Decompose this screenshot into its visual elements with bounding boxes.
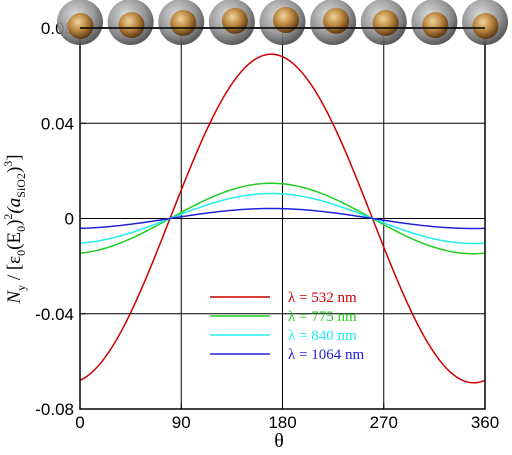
series-line-2 <box>79 182 486 255</box>
legend-label: λ = 775 nm <box>288 309 357 325</box>
series-layer <box>79 53 486 384</box>
series-line-3 <box>79 192 486 245</box>
nanoparticle-icon <box>57 0 103 45</box>
y-tick-label: 0 <box>65 210 74 229</box>
nanoparticle-icons <box>57 0 508 45</box>
x-tick-label: 90 <box>172 413 191 432</box>
y-tick-label: 0.04 <box>41 114 74 133</box>
legend: λ = 532 nm λ = 775 nm λ = 840 nm λ = 1064 n… <box>210 290 364 363</box>
grid-lines <box>80 28 485 409</box>
nanoparticle-icon <box>208 0 255 45</box>
y-tick-label: -0.08 <box>35 400 74 419</box>
y-tick-label: -0.04 <box>35 305 74 324</box>
x-axis-title: θ <box>274 430 284 452</box>
nanoparticle-icon <box>310 0 357 45</box>
nanoparticle-icon <box>107 0 154 45</box>
legend-label: λ = 840 nm <box>288 328 357 344</box>
y-axis-title: Ny / [ε0(E0)2(aSiO2)3] <box>1 154 28 304</box>
series-line-4 <box>79 207 486 230</box>
x-tick-label: 180 <box>268 413 296 432</box>
nanoparticle-icon <box>360 0 407 45</box>
x-tick-label: 360 <box>471 413 499 432</box>
x-tick-label: 0 <box>75 413 84 432</box>
nanoparticle-icon <box>411 0 458 45</box>
series-line-1 <box>79 53 486 384</box>
nanoparticle-icon <box>158 0 205 45</box>
legend-label: λ = 1064 nm <box>288 347 364 363</box>
nanoparticle-icon <box>259 0 306 45</box>
legend-label: λ = 532 nm <box>288 290 357 306</box>
nanoparticle-icon <box>462 0 508 45</box>
x-tick-label: 270 <box>370 413 398 432</box>
